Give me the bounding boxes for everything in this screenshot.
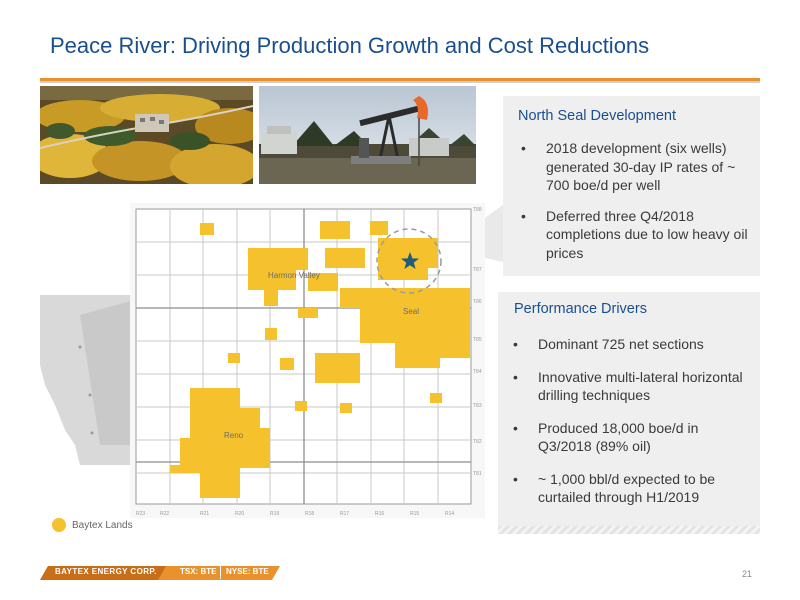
peace-river-lands-map: R23 R22 R21 R20 R19 R18 R17 R16 R15 R14 …	[130, 203, 485, 518]
svg-text:T86: T86	[473, 299, 482, 305]
svg-text:T87: T87	[473, 267, 482, 273]
svg-text:R16: R16	[375, 511, 384, 517]
performance-bullet: Innovative multi-lateral horizontal dril…	[513, 368, 753, 405]
north-seal-panel: North Seal Development 2018 development …	[503, 96, 760, 276]
north-seal-bullet: Deferred three Q4/2018 completions due t…	[521, 207, 753, 263]
alberta-inset-map	[40, 295, 140, 465]
performance-heading: Performance Drivers	[514, 301, 647, 317]
pumpjack-photo	[259, 86, 476, 184]
forest-aerial-photo	[40, 86, 253, 184]
slide-title: Peace River: Driving Production Growth a…	[50, 33, 650, 58]
svg-text:T81: T81	[473, 471, 482, 477]
title-rule-orange	[40, 78, 760, 81]
map-legend: Baytex Lands	[52, 517, 133, 533]
page-number: 21	[742, 569, 753, 579]
svg-text:T85: T85	[473, 337, 482, 343]
svg-text:T83: T83	[473, 403, 482, 409]
nyse-ticker: NYSE: BTE	[226, 567, 269, 576]
svg-text:T84: T84	[473, 369, 482, 375]
legend-label: Baytex Lands	[72, 519, 133, 531]
performance-bullet: ~ 1,000 bbl/d expected to be curtailed t…	[513, 470, 753, 507]
performance-bullets: Dominant 725 net sections Innovative mul…	[513, 335, 753, 521]
harmon-valley-label: Harmon Valley	[268, 271, 320, 280]
north-seal-bullet: 2018 development (six wells) generated 3…	[521, 139, 753, 195]
svg-text:R23: R23	[136, 511, 145, 517]
performance-bullet: Produced 18,000 boe/d in Q3/2018 (89% oi…	[513, 419, 753, 456]
north-seal-bullets: 2018 development (six wells) generated 3…	[521, 139, 753, 274]
tsx-ticker: TSX: BTE	[180, 567, 217, 576]
svg-text:T88: T88	[473, 207, 482, 213]
svg-text:R20: R20	[235, 511, 244, 517]
svg-text:R14: R14	[445, 511, 454, 517]
svg-text:R22: R22	[160, 511, 169, 517]
svg-text:R21: R21	[200, 511, 209, 517]
svg-text:R19: R19	[270, 511, 279, 517]
seal-label: Seal	[403, 307, 420, 316]
reno-label: Reno	[224, 431, 244, 440]
svg-text:R17: R17	[340, 511, 349, 517]
panel-hatch-band	[498, 526, 760, 534]
star-icon	[401, 252, 419, 269]
title-rule-grey	[40, 81, 760, 83]
performance-bullet: Dominant 725 net sections	[513, 335, 753, 354]
svg-text:R18: R18	[305, 511, 314, 517]
legend-swatch	[52, 518, 66, 532]
svg-text:T82: T82	[473, 439, 482, 445]
performance-panel: Performance Drivers Dominant 725 net sec…	[498, 292, 760, 534]
svg-text:R15: R15	[410, 511, 419, 517]
company-logo: BAYTEX ENERGY CORP.	[55, 567, 157, 576]
ticker-divider	[220, 566, 221, 579]
north-seal-heading: North Seal Development	[518, 108, 676, 124]
